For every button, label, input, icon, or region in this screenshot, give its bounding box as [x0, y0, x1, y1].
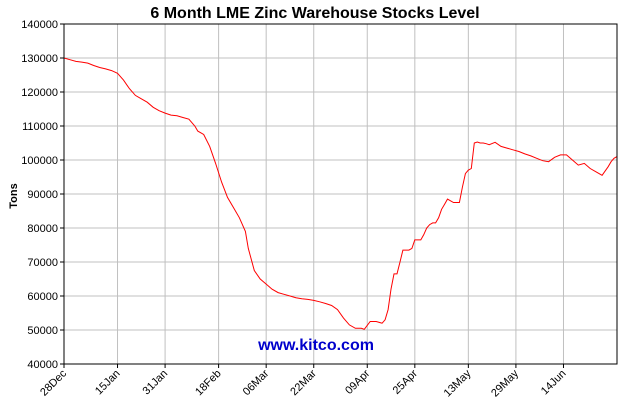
x-tick-label: 22Mar: [288, 367, 319, 398]
y-tick-label: 120000: [21, 87, 58, 99]
series-line: [63, 57, 618, 330]
y-tick-labels: 40000 50000 60000 70000 80000 90000 100000 1100…: [21, 19, 64, 371]
x-tick-label: 31Jan: [141, 368, 171, 398]
y-tick-label: 130000: [21, 53, 58, 65]
chart-title: 6 Month LME Zinc Warehouse Stocks Level: [150, 5, 479, 22]
x-tick-label: 15Jan: [93, 368, 123, 398]
y-tick-label: 60000: [27, 291, 58, 303]
x-tick-label: 06Mar: [241, 367, 272, 398]
y-tick-label: 100000: [21, 155, 58, 167]
x-tick-label: 25Apr: [391, 367, 420, 396]
y-tick-label: 90000: [27, 189, 58, 201]
y-tick-label: 140000: [21, 19, 58, 31]
x-tick-labels: 28Dec 15Jan 31Jan 18Feb 06Mar 22Mar 09Apr 25Apr…: [38, 364, 569, 399]
y-tick-label: 110000: [22, 121, 58, 133]
y-tick-label: 40000: [27, 359, 58, 371]
x-tick-label: 13May: [442, 367, 474, 399]
x-tick-label: 09Apr: [343, 367, 372, 396]
x-tick-label: 18Feb: [193, 368, 224, 399]
y-tick-label: 70000: [27, 257, 58, 269]
x-tick-label: 29May: [489, 367, 521, 399]
plot-area-frame: [63, 23, 618, 365]
x-tick-label: 14Jun: [539, 368, 569, 398]
y-tick-label: 50000: [27, 325, 58, 337]
x-tick-label: 28Dec: [38, 367, 69, 398]
y-tick-label: 80000: [27, 223, 58, 235]
watermark-text: www.kitco.com: [257, 337, 374, 354]
y-axis-label: Tons: [8, 183, 20, 208]
